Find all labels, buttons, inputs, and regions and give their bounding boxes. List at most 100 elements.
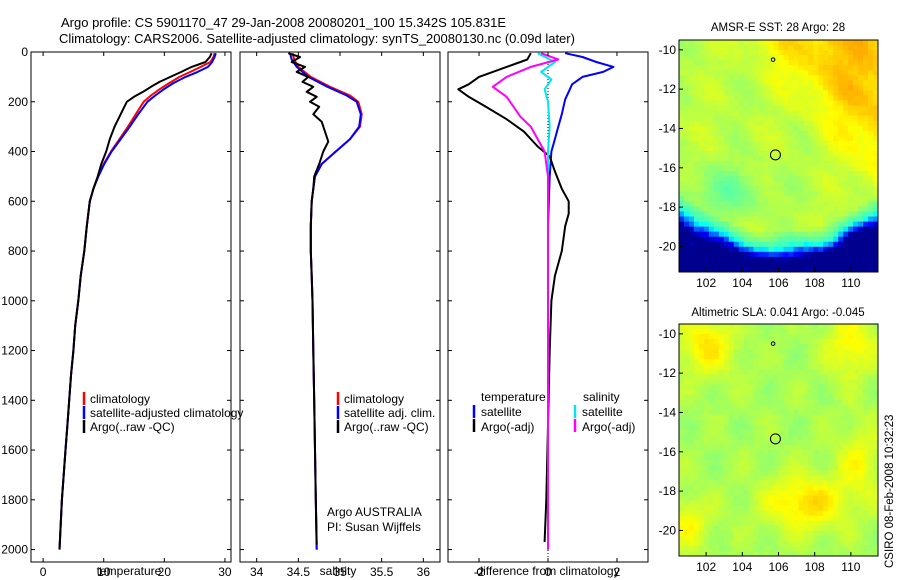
map-cell [813,470,819,476]
map-cell [688,495,695,501]
map-cell [703,206,710,212]
map-cell [738,460,745,466]
map-cell [848,349,854,355]
map-cell [698,450,705,456]
map-cell [823,374,829,380]
map-cell [718,535,725,542]
map-cell [778,266,784,273]
map-cell [778,490,784,496]
map-cell [838,161,844,167]
map-cell [773,510,779,517]
map-cell [679,329,685,335]
map-cell [728,261,735,268]
map-cell [758,80,764,86]
map-cell [743,334,750,340]
map-cell [728,530,735,537]
map-cell [768,55,774,61]
map-cell [778,60,784,66]
map-cell [828,181,834,187]
map-cell [818,100,824,106]
map-cell [748,120,755,127]
map-cell [698,75,705,81]
legend-climatology: climatology [90,392,150,406]
map-cell [733,45,740,51]
map-cell [698,70,705,76]
map-cell [823,65,829,71]
map-cell [718,324,725,330]
map-cell [768,470,774,476]
map-cell [708,545,715,552]
map-cell [818,434,824,441]
map-cell [793,455,799,461]
map-cell [873,470,879,476]
map-cell [693,540,700,547]
map-cell [683,105,690,112]
map-cell [853,545,859,552]
map-cell [793,60,799,66]
map-cell [703,135,710,142]
map-cell [873,70,879,76]
map-cell [698,241,705,248]
map-cell [738,485,745,491]
map-cell [808,40,814,46]
map-cell [793,505,799,512]
map-cell [743,434,750,441]
map-cell [703,359,710,365]
map-cell [838,266,844,273]
map-cell [679,231,685,238]
map-cell [783,540,789,547]
map-cell [803,394,809,401]
map-cell [843,216,849,222]
map-cell [708,95,715,101]
map-cell [763,535,769,542]
map-cell [798,379,804,385]
map-cell [679,150,685,157]
map-cell [798,419,804,426]
map-cell [728,221,735,228]
map-cell [818,490,824,496]
map-cell [793,266,799,273]
map-cell [843,115,849,122]
map-cell [698,525,705,532]
map-cell [838,460,844,466]
map-cell [713,419,720,426]
map-cell [838,409,844,416]
map-cell [778,130,784,137]
map-cell [763,540,769,547]
map-cell [873,349,879,355]
map-cell [718,374,725,380]
map-cell [708,246,715,253]
map-cell [843,65,849,71]
map-cell [818,324,824,330]
map-cell [773,384,779,390]
map-cell [858,70,864,76]
map-cell [693,495,700,501]
series-satellite-adjusted-climatology [58,52,217,550]
map-cell [828,384,834,390]
map-cell [768,186,774,192]
map-cell [738,500,745,506]
map-cell [828,404,834,411]
map-cell [763,186,769,192]
map-cell [758,349,764,355]
map-cell [848,70,854,76]
map-cell [708,354,715,360]
map-cell [743,171,750,177]
map-cell [713,445,720,451]
map-cell [708,480,715,486]
map-cell [738,236,745,243]
map-cell [758,344,764,350]
map-cell [723,485,730,491]
map-cell [843,515,849,522]
map-cell [753,490,760,496]
map-cell [723,60,730,66]
map-cell [818,45,824,51]
map-cell [848,140,854,147]
map-cell [728,505,735,512]
map-cell [698,364,705,370]
map-cell [763,389,769,396]
map-cell [708,404,715,411]
map-cell [763,500,769,506]
map-cell [679,241,685,248]
map-cell [683,130,690,137]
